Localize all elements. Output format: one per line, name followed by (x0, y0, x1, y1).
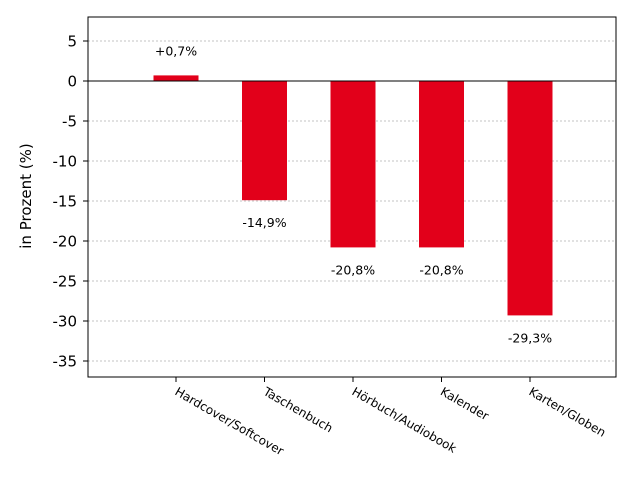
y-tick-label: 0 (67, 73, 77, 91)
y-tick-label: -10 (53, 153, 78, 171)
y-axis-ticks: 5 0 -5 -10 -15 -20 -25 -30 -35 (53, 33, 88, 371)
bar (242, 81, 287, 201)
y-tick-label: -25 (53, 273, 78, 291)
y-tick-label: -30 (53, 313, 78, 331)
data-label: -29,3% (508, 330, 552, 345)
y-tick-label: -5 (62, 113, 77, 131)
data-label: -20,8% (419, 262, 463, 277)
bar (419, 81, 464, 248)
data-label: -14,9% (242, 215, 286, 230)
bar (507, 81, 553, 316)
y-tick-label: 5 (67, 33, 77, 51)
plot-frame (87, 16, 617, 378)
y-tick-label: -20 (53, 233, 78, 251)
data-label: -20,8% (331, 262, 375, 277)
bar (330, 81, 376, 248)
x-tick-label: Karten/Globen (527, 384, 609, 439)
data-labels: +0,7% -14,9% -20,8% -20,8% -29,3% (155, 43, 552, 345)
x-tick-label: Kalender (438, 384, 491, 423)
x-tick-label: Taschenbuch (260, 384, 335, 435)
data-label: +0,7% (155, 43, 197, 58)
bar (153, 75, 199, 81)
y-tick-label: -35 (53, 353, 78, 371)
y-axis-title: in Prozent (%) (17, 143, 35, 248)
bars (153, 75, 553, 316)
y-tick-label: -15 (53, 193, 78, 211)
